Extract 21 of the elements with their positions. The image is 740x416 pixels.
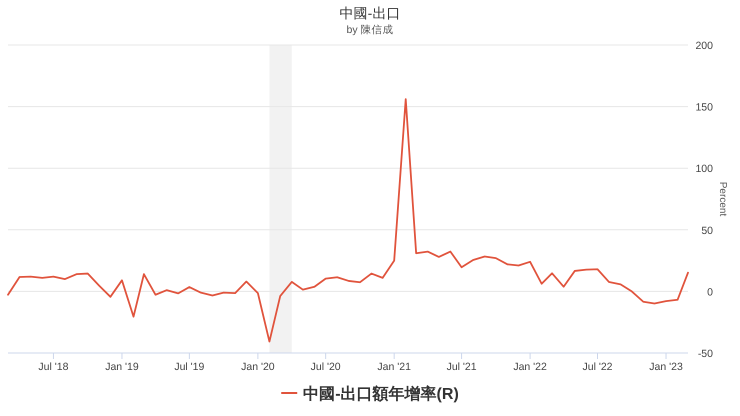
x-tick-label: Jul '19 [174,361,205,373]
x-tick-label: Jan '19 [105,361,139,373]
x-tick-label: Jul '22 [582,361,613,373]
y-tick-label: 0 [707,286,714,298]
y-tick-label: -50 [698,348,714,360]
legend-label: 中國-出口額年增率(R) [303,384,459,403]
y-axis-title: Percent [717,182,728,216]
line-series [7,98,689,342]
x-tick-label: Jul '21 [446,361,477,373]
x-tick-label: Jan '23 [649,361,683,373]
y-tick-label: 50 [701,224,714,237]
x-tick-label: Jul '20 [310,361,341,373]
chart-subtitle: by 陳信成 [346,23,394,36]
x-tick-label: Jan '22 [513,361,548,373]
y-tick-label: 100 [695,163,714,176]
x-tick-label: Jan '20 [241,361,275,373]
y-tick-label: 200 [695,40,714,52]
x-tick-label: Jan '21 [377,361,412,373]
y-tick-label: 150 [695,102,714,114]
x-tick-label: Jul '18 [38,361,69,373]
chart-title: 中國-出口 [340,5,400,21]
